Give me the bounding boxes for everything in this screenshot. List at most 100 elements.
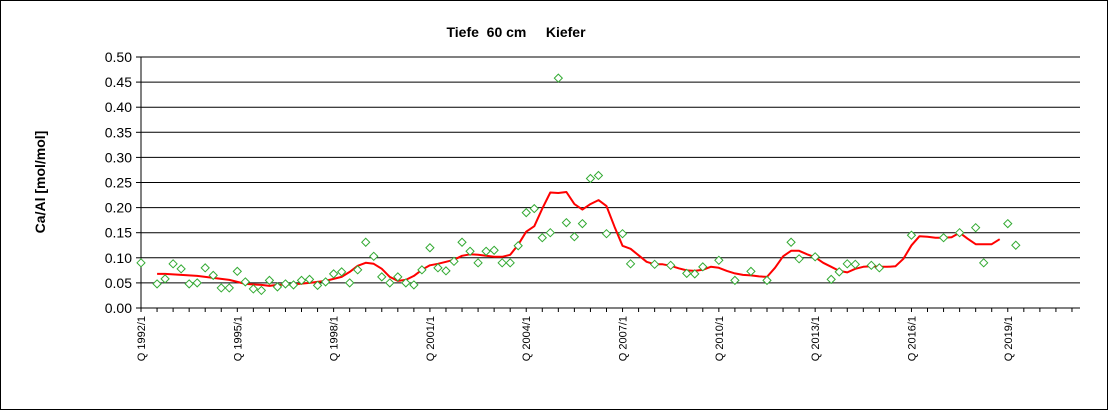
y-tick-label: 0.30 <box>105 149 132 165</box>
data-point <box>834 267 844 277</box>
data-point <box>529 203 539 214</box>
data-point <box>152 279 162 289</box>
data-point <box>954 227 965 238</box>
data-point <box>938 233 949 243</box>
data-point <box>569 232 580 242</box>
data-point <box>344 278 355 288</box>
grid-lines <box>141 56 1080 284</box>
data-point <box>304 274 315 285</box>
x-tick-label: Q 2019/1 <box>1003 316 1015 361</box>
data-point <box>168 259 178 269</box>
y-tick-label: 0.05 <box>105 275 132 291</box>
y-tick-label: 0.50 <box>105 49 132 65</box>
data-point <box>232 266 243 277</box>
data-point <box>136 258 146 268</box>
data-point <box>377 272 387 282</box>
data-point <box>216 283 226 293</box>
data-point <box>730 275 740 286</box>
chart-title: Tiefe 60 cm Kiefer <box>446 24 586 40</box>
data-point <box>369 251 379 262</box>
data-point <box>312 280 323 291</box>
data-point <box>1011 240 1021 250</box>
data-point <box>192 278 202 288</box>
data-point <box>714 255 724 266</box>
y-tick-label: 0.25 <box>105 175 132 191</box>
scatter-series <box>136 73 1021 296</box>
data-point <box>425 243 435 253</box>
data-point <box>682 268 692 279</box>
data-point <box>906 230 917 240</box>
data-point <box>393 272 403 282</box>
data-point <box>537 233 547 243</box>
data-point <box>176 264 186 274</box>
y-axis-ticks: 0.00 0.05 0.10 0.15 0.20 0.25 0.30 0.35 0.40 0.45… <box>105 49 141 316</box>
data-point <box>352 265 363 275</box>
y-tick-label: 0.00 <box>105 300 132 316</box>
data-point <box>690 269 700 279</box>
data-point <box>449 256 459 267</box>
data-point <box>497 258 507 268</box>
data-point <box>866 260 877 271</box>
data-point <box>280 279 291 289</box>
data-point <box>850 259 860 270</box>
data-point <box>601 228 612 239</box>
data-point <box>336 267 347 277</box>
x-tick-label: Q 2004/1 <box>521 316 533 361</box>
y-tick-label: 0.35 <box>105 124 132 140</box>
data-point <box>401 278 411 288</box>
data-point <box>617 228 628 239</box>
data-point <box>545 227 556 238</box>
data-point <box>288 280 299 290</box>
data-point <box>513 241 523 251</box>
data-point <box>874 263 885 273</box>
data-point <box>810 252 820 262</box>
y-tick-label: 0.15 <box>105 225 132 241</box>
x-tick-label: Q 1995/1 <box>232 316 244 361</box>
x-tick-label: Q 2010/1 <box>714 316 726 361</box>
data-point <box>264 275 275 286</box>
data-point <box>328 269 339 279</box>
data-point <box>978 258 989 268</box>
data-point <box>224 283 234 293</box>
data-point <box>248 284 259 294</box>
data-point <box>320 277 331 287</box>
x-tick-label: Q 1998/1 <box>329 316 341 361</box>
data-point <box>409 280 419 290</box>
data-point <box>1003 218 1013 229</box>
data-point <box>561 217 572 228</box>
data-point <box>505 258 515 268</box>
y-tick-label: 0.10 <box>105 250 132 266</box>
x-axis-ticks: Q 1992/1 Q 1995/1 Q 1998/1 Q 2001/1 Q 2004/1… <box>136 308 1073 361</box>
x-tick-label: Q 1992/1 <box>136 316 148 361</box>
data-point <box>256 285 267 296</box>
data-point <box>593 170 604 181</box>
data-point <box>577 218 588 229</box>
x-tick-label: Q 2007/1 <box>618 316 630 361</box>
data-point <box>465 246 475 256</box>
data-point <box>842 259 852 269</box>
data-point <box>184 279 194 289</box>
x-tick-label: Q 2016/1 <box>906 316 918 361</box>
data-point <box>665 260 676 271</box>
data-point <box>481 246 491 256</box>
data-point <box>441 266 451 276</box>
data-point <box>649 259 660 270</box>
data-point <box>160 274 170 284</box>
x-tick-label: Q 2013/1 <box>810 316 822 361</box>
data-point <box>457 237 467 247</box>
data-point <box>361 237 371 247</box>
data-point <box>625 259 636 269</box>
data-point <box>240 277 251 287</box>
data-point <box>794 254 804 264</box>
data-point <box>208 270 218 281</box>
data-point <box>489 245 499 255</box>
data-point <box>553 73 564 83</box>
data-point <box>970 222 981 233</box>
y-tick-label: 0.20 <box>105 200 132 216</box>
data-point <box>698 262 708 272</box>
data-point <box>296 275 307 286</box>
data-point <box>417 265 427 275</box>
data-point <box>473 258 483 268</box>
